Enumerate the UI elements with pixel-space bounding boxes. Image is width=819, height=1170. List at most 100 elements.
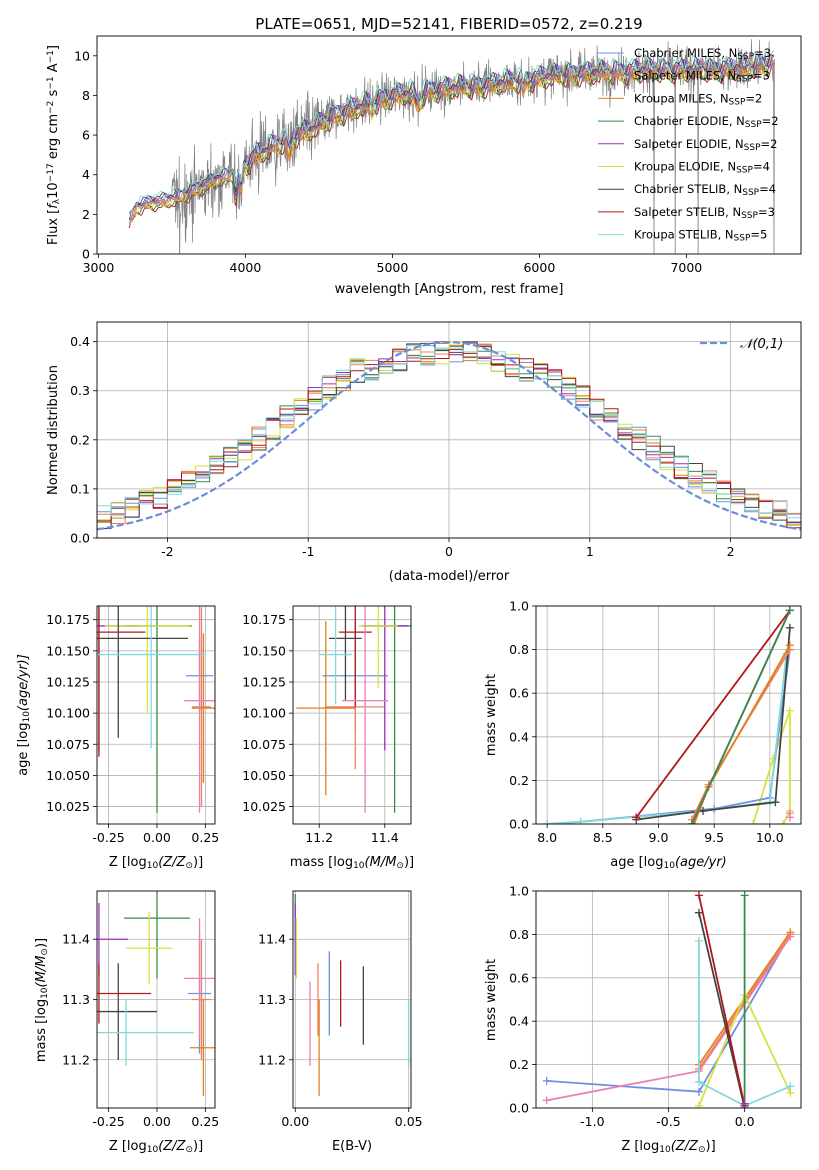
- weight-line: [752, 710, 791, 824]
- weight-marker: [694, 891, 703, 900]
- residual-histogram: [97, 349, 801, 529]
- label-part: Z [log: [109, 855, 147, 870]
- y-tick-label: 10.125: [46, 674, 90, 689]
- y-tick-label: 10.150: [242, 643, 286, 658]
- weight-series: [749, 706, 794, 824]
- error-bar: [342, 606, 389, 813]
- weight-series: [694, 891, 749, 1108]
- panel-mass-vs-EBV: 0.00 0.05 11.2 11.3 11.4 E(B-V): [258, 890, 423, 1154]
- label-part: =3: [758, 205, 775, 219]
- label-part: =3: [754, 46, 771, 60]
- label-part: −17: [46, 163, 56, 182]
- legend-entry: Salpeter STELIB, NSSP=3: [598, 205, 775, 221]
- legend-label: Salpeter MILES, NSSP=3: [634, 69, 770, 85]
- label-part: )]: [404, 855, 414, 870]
- y-tick-label: 1.0: [509, 884, 529, 899]
- label-part: 10: [22, 711, 32, 723]
- y-tick-label: 11.3: [258, 992, 286, 1007]
- weight-marker: [694, 1101, 703, 1108]
- x-tick-label: 11.2: [305, 830, 333, 845]
- error-bar: [97, 963, 157, 1060]
- y-axis-label: mass weight: [484, 959, 499, 1041]
- label-part: ⊙: [40, 948, 50, 956]
- label-part: Kroupa ELODIE, N: [634, 160, 736, 174]
- weight-marker: [543, 820, 552, 824]
- label-part: −2: [46, 101, 56, 114]
- weight-marker: [740, 1099, 749, 1108]
- plot-area: [97, 891, 215, 1096]
- x-axis-label: Z [log10(Z/Z⊙)]: [621, 1139, 715, 1155]
- label-part: SSP: [745, 120, 762, 130]
- axes-frame: [96, 605, 216, 825]
- weight-marker: [785, 706, 794, 715]
- legend-label: Chabrier MILES, NSSP=3: [634, 46, 771, 62]
- panel-massweight-vs-Z: -1.0 -0.5 0.0 0.0 0.2 0.4 0.6 0.8 1.0 Z [log10(Z/…: [484, 884, 802, 1155]
- legend-entry: 𝒩(0,1): [700, 337, 783, 352]
- y-tick-label: 10.075: [242, 737, 286, 752]
- y-tick-label: 0.0: [509, 817, 529, 832]
- weight-series: [785, 809, 794, 822]
- label-part: ⊙: [185, 1145, 193, 1155]
- error-bar: [296, 620, 356, 796]
- weight-line: [691, 610, 791, 824]
- legend-entry: Kroupa MILES, NSSP=2: [598, 91, 762, 108]
- legend-entry: Chabrier ELODIE, NSSP=2: [598, 114, 779, 130]
- label-part: SSP: [744, 143, 761, 153]
- weight-marker: [786, 930, 795, 939]
- label-part: )]: [706, 1139, 716, 1154]
- label-part: )]: [193, 855, 203, 870]
- label-part: A: [46, 63, 61, 76]
- label-part: Salpeter STELIB, N: [634, 205, 741, 219]
- y-tick-label: 10.025: [46, 799, 90, 814]
- figure-title: PLATE=0651, MJD=52141, FIBERID=0572, z=0…: [255, 15, 642, 33]
- y-tick-label: 10.075: [46, 737, 90, 752]
- weight-line: [547, 653, 788, 824]
- legend-label: Salpeter ELODIE, NSSP=2: [634, 137, 777, 153]
- weight-marker: [699, 806, 708, 815]
- x-tick-label: -2: [161, 544, 173, 559]
- y-tick-label: 11.2: [62, 1052, 90, 1067]
- x-tick-label: 6000: [523, 260, 555, 275]
- label-part: λ: [52, 198, 62, 204]
- label-part: mass [log: [290, 855, 353, 870]
- weight-marker: [779, 820, 788, 824]
- x-tick-label: 1: [586, 544, 594, 559]
- error-bar: [126, 912, 173, 985]
- legend-label: Salpeter STELIB, NSSP=3: [634, 205, 775, 221]
- x-tick-label: 8.5: [593, 830, 613, 845]
- weight-marker: [694, 908, 703, 917]
- plot-area: [542, 891, 795, 1108]
- label-part: Salpeter MILES, N: [634, 69, 736, 83]
- y-tick-label: 0.8: [509, 642, 529, 657]
- label-part: f: [46, 202, 61, 209]
- error-bar: [104, 606, 190, 714]
- label-part: (Z/Z: [158, 1139, 186, 1154]
- label-part: ]: [46, 45, 61, 50]
- x-tick-label: 0.00: [281, 1114, 309, 1129]
- label-part: (age/yr)]: [16, 654, 31, 711]
- x-tick-label: 0.0: [735, 1114, 755, 1129]
- y-axis-label: Flux [fλ10−17 erg cm−2 s−1 A−1]: [46, 45, 62, 245]
- label-part: 10: [46, 182, 61, 199]
- y-tick-label: 1.0: [509, 599, 529, 614]
- grid-lines: [293, 606, 411, 824]
- legend-label: Chabrier STELIB, NSSP=4: [634, 182, 776, 198]
- x-tick-label: 2: [727, 544, 735, 559]
- label-part: erg cm: [46, 114, 61, 163]
- y-tick-label: 11.2: [258, 1052, 286, 1067]
- axes-frame: [96, 35, 802, 255]
- legend-entry: Kroupa ELODIE, NSSP=4: [598, 160, 770, 176]
- x-tick-label: 4000: [230, 260, 262, 275]
- x-tick-label: -1.0: [580, 1114, 604, 1129]
- label-part: =3: [753, 69, 770, 83]
- y-tick-label: 0.2: [509, 773, 529, 788]
- legend-label: Kroupa STELIB, NSSP=5: [634, 228, 767, 244]
- label-part: 10: [147, 1145, 159, 1155]
- error-bar: [97, 963, 152, 1024]
- x-tick-label: 9.0: [649, 830, 669, 845]
- label-part: =5: [750, 228, 767, 242]
- label-part: =4: [753, 160, 770, 174]
- weight-line: [698, 940, 791, 1107]
- model-spectrum: [129, 49, 775, 215]
